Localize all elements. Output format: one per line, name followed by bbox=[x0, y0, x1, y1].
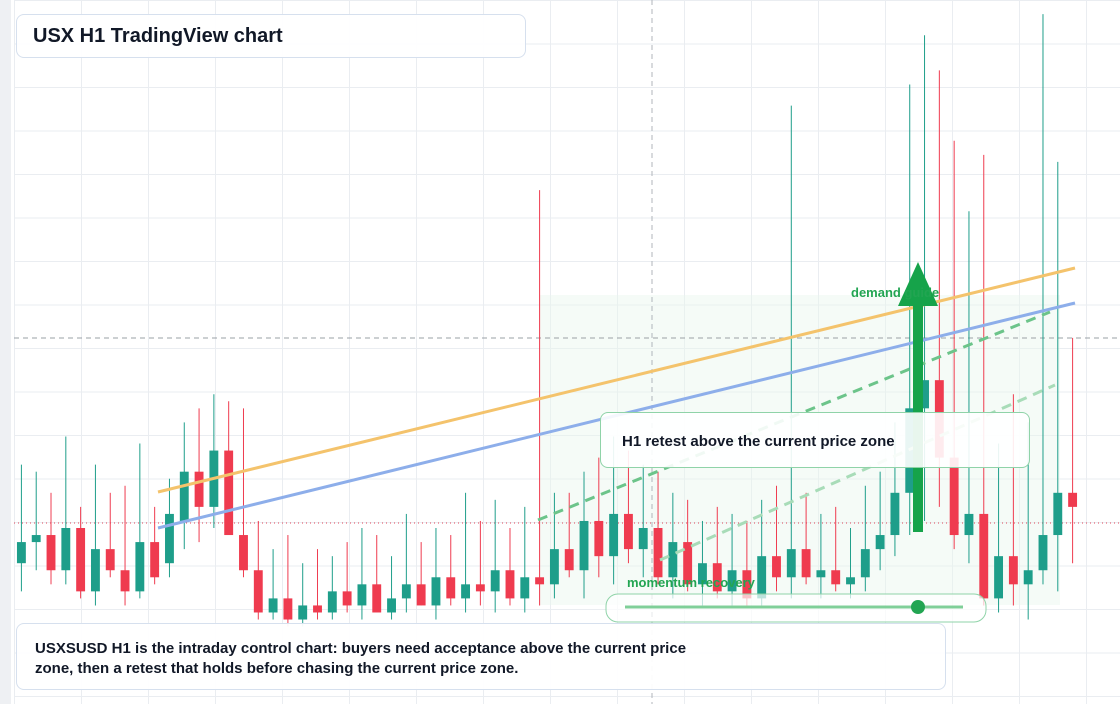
candle-body bbox=[683, 542, 693, 585]
candle-body bbox=[668, 542, 678, 578]
candle-body bbox=[120, 570, 130, 592]
candle-body bbox=[46, 535, 56, 571]
candle-body bbox=[268, 598, 278, 613]
candle-body bbox=[490, 570, 500, 592]
chart-title: USX H1 TradingView chart bbox=[16, 14, 526, 58]
candle-body bbox=[994, 556, 1004, 599]
candle-body bbox=[623, 513, 633, 550]
slider-knob bbox=[911, 600, 925, 614]
candle-body bbox=[283, 598, 293, 620]
candle-body bbox=[105, 549, 115, 571]
candle-body bbox=[979, 513, 989, 599]
candle-body bbox=[831, 570, 841, 585]
candle-body bbox=[579, 520, 589, 571]
candle-body bbox=[446, 577, 456, 599]
candle-body bbox=[239, 535, 248, 571]
candle-body bbox=[638, 528, 648, 550]
candle-body bbox=[313, 605, 322, 613]
candle-body bbox=[860, 549, 870, 578]
candle-body bbox=[964, 513, 974, 536]
candle-body bbox=[594, 520, 604, 557]
candle-body bbox=[16, 542, 26, 564]
candle-body bbox=[475, 584, 485, 592]
candle-body bbox=[76, 528, 86, 592]
candle-body bbox=[431, 577, 441, 606]
candle-body bbox=[786, 549, 796, 578]
candle-body bbox=[757, 556, 767, 599]
candle-body bbox=[816, 570, 826, 578]
annotation: momentum recovery bbox=[627, 575, 755, 590]
candle-body bbox=[609, 513, 619, 557]
candle-body bbox=[549, 549, 559, 585]
candle-body bbox=[564, 549, 574, 571]
arrow-head bbox=[898, 262, 938, 306]
candle-body bbox=[1008, 556, 1018, 585]
candle-body bbox=[135, 542, 145, 592]
candle-body bbox=[520, 577, 530, 599]
candle-body bbox=[801, 549, 811, 578]
candle-body bbox=[150, 542, 160, 578]
candle-body bbox=[298, 605, 308, 620]
candle-body bbox=[698, 563, 707, 585]
candle-body bbox=[949, 457, 959, 536]
candle-body bbox=[342, 591, 352, 606]
candle-body bbox=[194, 471, 204, 507]
candle-body bbox=[401, 584, 411, 599]
candle-body bbox=[920, 380, 929, 409]
candle-body bbox=[727, 570, 737, 592]
candle-body bbox=[772, 556, 781, 578]
caption: USXSUSD H1 is the intraday control chart… bbox=[35, 640, 687, 677]
candle-body bbox=[846, 577, 855, 585]
candle-body bbox=[224, 450, 234, 536]
candle-body bbox=[387, 598, 396, 613]
grid bbox=[14, 0, 1120, 704]
candle-body bbox=[890, 492, 900, 536]
caption-box: USXSUSD H1 is the intraday control chart… bbox=[16, 623, 946, 690]
candle-body bbox=[535, 577, 545, 585]
candle-body bbox=[357, 584, 367, 606]
candle-body bbox=[505, 570, 515, 599]
candle-body bbox=[165, 513, 174, 564]
candle-body bbox=[31, 535, 41, 543]
candle-body bbox=[653, 528, 663, 578]
candle-body bbox=[61, 528, 71, 571]
left-toolbar bbox=[0, 0, 11, 704]
candle-body bbox=[1038, 535, 1048, 571]
callout: H1 retest above the current price zone bbox=[600, 412, 1030, 468]
candle-body bbox=[327, 591, 337, 613]
annotation: demand guide bbox=[851, 285, 940, 300]
candle-body bbox=[90, 549, 100, 592]
candle-body bbox=[372, 584, 382, 613]
candle-body bbox=[253, 570, 263, 613]
candle-body bbox=[1023, 570, 1033, 585]
candle-body bbox=[1068, 492, 1078, 507]
candle-body bbox=[712, 563, 722, 592]
candle-body bbox=[742, 570, 752, 599]
candle-body bbox=[416, 584, 426, 606]
candle-body bbox=[1053, 492, 1063, 536]
candles bbox=[16, 14, 1078, 627]
candle-body bbox=[461, 584, 471, 599]
candle-body bbox=[875, 535, 885, 550]
candle-body bbox=[179, 471, 189, 521]
